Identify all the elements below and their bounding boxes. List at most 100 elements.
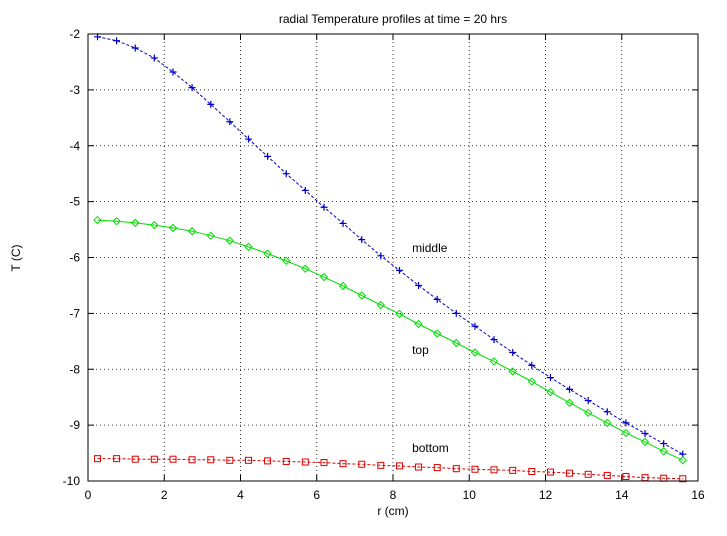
data-point	[622, 419, 630, 427]
data-point	[93, 215, 102, 225]
data-point	[678, 456, 687, 465]
data-point	[490, 336, 498, 344]
data-point	[528, 468, 536, 476]
data-point	[452, 465, 460, 473]
data-point	[433, 329, 442, 338]
data-point	[187, 227, 197, 236]
data-point	[565, 398, 574, 407]
data-point	[207, 456, 215, 464]
grid	[88, 34, 698, 481]
data-point	[282, 170, 290, 178]
annotations: middle top bottom	[412, 241, 449, 455]
data-point	[264, 152, 272, 160]
y-tick-label: -9	[69, 418, 80, 432]
x-tick-label: 6	[313, 488, 320, 502]
data-point	[546, 374, 554, 382]
data-point	[546, 387, 555, 397]
data-point	[489, 357, 499, 366]
data-point	[150, 220, 159, 230]
data-point	[150, 54, 158, 62]
data-point	[320, 203, 328, 211]
data-point	[282, 457, 290, 465]
x-axis-label: r (cm)	[377, 504, 408, 518]
data-point	[263, 249, 272, 258]
data-point	[226, 456, 234, 464]
data-point	[377, 461, 385, 469]
data-point	[245, 135, 253, 143]
data-point	[622, 473, 630, 481]
x-tick-label: 0	[85, 488, 92, 502]
data-point	[566, 385, 574, 393]
data-point	[566, 469, 574, 477]
data-point	[660, 440, 668, 448]
data-point	[131, 218, 140, 228]
data-point	[131, 455, 139, 463]
data-point	[168, 223, 178, 233]
data-point	[339, 460, 347, 468]
data-point	[113, 455, 121, 463]
data-point	[358, 236, 366, 244]
data-point	[584, 397, 592, 405]
x-tick-label: 16	[691, 488, 705, 502]
data-point	[225, 236, 235, 245]
y-axis-label: T (C)	[9, 244, 23, 271]
data-point	[94, 455, 102, 463]
data-point	[433, 295, 441, 303]
data-point	[245, 456, 253, 464]
data-point	[528, 361, 536, 369]
data-point	[415, 463, 423, 471]
x-tick-label: 8	[390, 488, 397, 502]
data-point	[301, 458, 309, 466]
data-point	[358, 460, 366, 468]
data-point	[376, 300, 386, 310]
series-bottom	[94, 455, 687, 483]
y-tick-label: -3	[69, 83, 80, 97]
y-tick-label: -8	[69, 362, 80, 376]
series-top	[93, 215, 687, 465]
data-point	[226, 118, 234, 126]
data-point	[395, 266, 403, 274]
plot-frame	[87, 33, 699, 482]
y-tick-label: -6	[69, 251, 80, 265]
x-tick-label: 4	[237, 488, 244, 502]
data-point	[169, 68, 177, 76]
data-point	[679, 475, 687, 483]
data-point	[188, 456, 196, 464]
data-point	[471, 322, 479, 330]
data-point	[301, 264, 310, 273]
data-point	[357, 291, 366, 300]
data-point	[546, 468, 554, 476]
data-point	[452, 309, 460, 317]
x-tick-label: 14	[615, 488, 629, 502]
data-point	[338, 281, 348, 291]
data-point	[377, 252, 385, 260]
data-point	[244, 242, 253, 252]
data-point	[188, 84, 196, 92]
x-tick-label: 2	[161, 488, 168, 502]
data-point	[131, 44, 139, 52]
data-point	[113, 37, 121, 45]
series-line-top	[97, 219, 684, 461]
series-line-middle	[97, 36, 684, 455]
axis-ticks: 0 2 4 6 8 10 12 14 16 -2 -3 -4 -5 -6 -7 -8 -9 -10	[63, 27, 705, 502]
data-point	[415, 281, 423, 289]
data-point	[169, 455, 177, 463]
x-tick-label: 10	[463, 488, 477, 502]
data-point	[603, 408, 611, 416]
data-point	[641, 430, 649, 438]
data-point	[320, 459, 328, 467]
data-point	[395, 309, 404, 319]
data-point	[490, 466, 498, 474]
data-point	[621, 428, 631, 438]
data-point	[508, 367, 517, 376]
data-point	[584, 470, 592, 478]
data-point	[319, 272, 329, 282]
series-middle	[94, 33, 687, 458]
y-tick-label: -10	[63, 474, 81, 488]
y-tick-label: -4	[69, 139, 80, 153]
chart-title: radial Temperature profiles at time = 20…	[279, 12, 507, 26]
data-point	[395, 462, 403, 470]
data-point	[659, 447, 668, 456]
data-point	[414, 319, 423, 329]
data-point	[603, 471, 611, 479]
